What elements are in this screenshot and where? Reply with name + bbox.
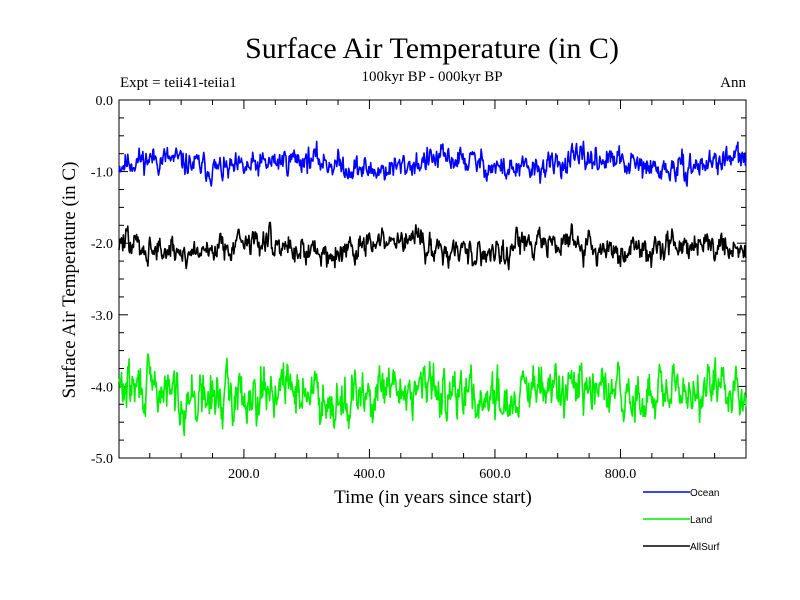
x-tick-label: 800.0 xyxy=(605,467,637,482)
legend-label-ocean: Ocean xyxy=(690,488,719,499)
legend: Ocean Land AllSurf xyxy=(643,488,720,553)
y-tick-label: -4.0 xyxy=(91,380,113,395)
chart-title: Surface Air Temperature (in C) xyxy=(245,32,619,65)
x-tick-label: 400.0 xyxy=(354,467,386,482)
y-axis-label: Surface Air Temperature (in C) xyxy=(59,162,80,399)
experiment-label: Expt = teii41-teiia1 xyxy=(120,75,237,91)
y-tick-label: -3.0 xyxy=(91,309,113,324)
plot-frame xyxy=(118,99,747,459)
y-tick-label: -5.0 xyxy=(91,452,113,467)
x-axis-label: Time (in years since start) xyxy=(334,487,532,508)
legend-label-land: Land xyxy=(690,515,712,526)
y-tick-label: -2.0 xyxy=(91,237,113,252)
season-label: Ann xyxy=(720,75,746,91)
series-line-allsurf xyxy=(118,221,747,271)
series-line-land xyxy=(118,353,747,437)
chart-subtitle: 100kyr BP - 000kyr BP xyxy=(361,69,502,85)
series-line-ocean xyxy=(118,140,747,187)
x-tick-label: 200.0 xyxy=(228,467,260,482)
legend-label-allsurf: AllSurf xyxy=(690,542,720,553)
y-tick-label: 0.0 xyxy=(96,94,114,109)
plot-area: 200.0 400.0 600.0 800.0 0.0 -1.0 -2.0 -3.0 -4.0 -… xyxy=(91,94,747,482)
x-tick-label: 600.0 xyxy=(479,467,511,482)
y-tick-label: -1.0 xyxy=(91,166,113,181)
